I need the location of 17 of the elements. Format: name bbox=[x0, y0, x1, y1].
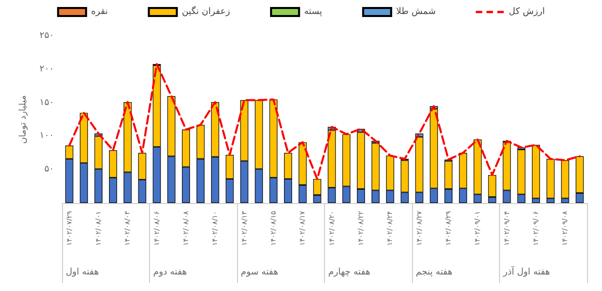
y-tick-label: ۲۰۰ bbox=[39, 64, 54, 74]
legend-label: ارزش کل bbox=[508, 7, 545, 17]
text: هفته دوم bbox=[153, 268, 188, 278]
text: هفته پنجم bbox=[416, 268, 453, 278]
text: هفته اول bbox=[66, 268, 100, 278]
y-tick-label: ۱۰۰ bbox=[39, 131, 54, 142]
text: هفته سوم bbox=[240, 268, 278, 278]
legend-label: زعفران نگین bbox=[182, 5, 230, 17]
legend-label: شمش طلا bbox=[396, 7, 436, 17]
legend-label: نقره bbox=[91, 7, 108, 17]
y-tick-label: ۲۵۰ bbox=[39, 31, 54, 41]
y-tick-label: ۱۵۰ bbox=[39, 98, 54, 108]
y-axis-title: میلیارد تومان bbox=[18, 95, 28, 144]
text: هفته چهارم bbox=[328, 268, 371, 278]
y-tick-label: ۵۰ bbox=[44, 164, 54, 175]
legend-label: پسته bbox=[304, 7, 323, 17]
text: هفته اول آذر bbox=[502, 266, 550, 278]
